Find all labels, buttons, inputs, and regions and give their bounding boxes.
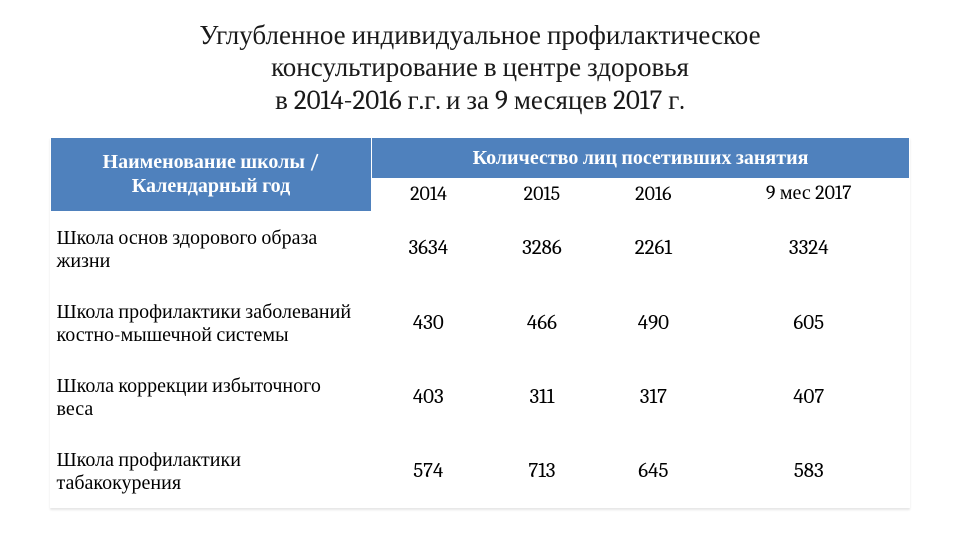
- table-row: Школа коррекции избыточного веса 403 311…: [51, 360, 910, 434]
- col-2015: 2015: [485, 179, 599, 212]
- row-label: Школа основ здорового образа жизни: [51, 211, 372, 286]
- col-2014: 2014: [372, 179, 486, 212]
- title-line-3: в 2014-2016 г.г. и за 9 месяцев 2017 г.: [275, 85, 685, 116]
- cell: 430: [372, 286, 486, 360]
- cell: 645: [599, 434, 708, 508]
- cell: 3286: [485, 211, 599, 286]
- cell: 311: [485, 360, 599, 434]
- cell: 466: [485, 286, 599, 360]
- title-line-2: консультирование в центре здоровья: [271, 52, 689, 83]
- cell: 490: [599, 286, 708, 360]
- cell: 3634: [372, 211, 486, 286]
- data-table: Наименование школы / Календарный год Кол…: [50, 137, 910, 508]
- table-row: Школа профилактики заболеваний костно-мы…: [51, 286, 910, 360]
- cell: 317: [599, 360, 708, 434]
- row-label: Школа профилактики заболеваний костно-мы…: [51, 286, 372, 360]
- cell: 583: [708, 434, 910, 508]
- col-2016: 2016: [599, 179, 708, 212]
- table-header-row-1: Наименование школы / Календарный год Кол…: [51, 138, 910, 179]
- cell: 407: [708, 360, 910, 434]
- table-row: Школа профилактики табакокурения 574 713…: [51, 434, 910, 508]
- cell: 605: [708, 286, 910, 360]
- header-group: Количество лиц посетивших занятия: [372, 138, 910, 179]
- cell: 403: [372, 360, 486, 434]
- table-row: Школа основ здорового образа жизни 3634 …: [51, 211, 910, 286]
- row-label: Школа коррекции избыточного веса: [51, 360, 372, 434]
- cell: 574: [372, 434, 486, 508]
- cell: 713: [485, 434, 599, 508]
- row-label: Школа профилактики табакокурения: [51, 434, 372, 508]
- page-title: Углубленное индивидуальное профилактичес…: [50, 20, 910, 117]
- title-line-1: Углубленное индивидуальное профилактичес…: [199, 20, 760, 51]
- slide: Углубленное индивидуальное профилактичес…: [0, 0, 960, 540]
- header-left: Наименование школы / Календарный год: [51, 138, 372, 212]
- cell: 2261: [599, 211, 708, 286]
- cell: 3324: [708, 211, 910, 286]
- col-9mes2017: 9 мес 2017: [708, 179, 910, 212]
